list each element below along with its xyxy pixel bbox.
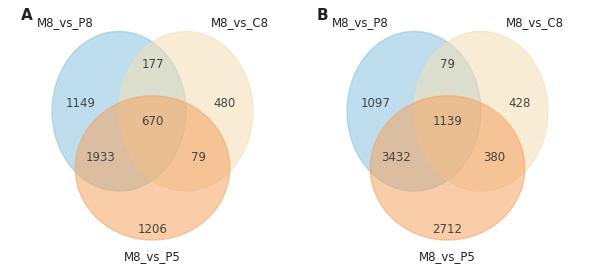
Ellipse shape	[414, 32, 548, 191]
Text: 79: 79	[440, 58, 455, 72]
Text: M8_vs_P5: M8_vs_P5	[419, 250, 476, 263]
Text: M8_vs_P5: M8_vs_P5	[124, 250, 181, 263]
Text: 3432: 3432	[381, 151, 411, 164]
Text: M8_vs_C8: M8_vs_C8	[211, 16, 268, 29]
Ellipse shape	[370, 96, 525, 240]
Text: 2712: 2712	[433, 223, 463, 236]
Text: 1149: 1149	[65, 97, 95, 110]
Text: M8_vs_P8: M8_vs_P8	[37, 16, 94, 29]
Text: M8_vs_P8: M8_vs_P8	[332, 16, 388, 29]
Ellipse shape	[347, 32, 481, 191]
Text: 1933: 1933	[86, 151, 116, 164]
Text: 480: 480	[214, 97, 236, 110]
Text: 428: 428	[508, 97, 531, 110]
Ellipse shape	[75, 96, 230, 240]
Text: 1139: 1139	[433, 115, 463, 128]
Text: 380: 380	[483, 151, 505, 164]
Text: M8_vs_C8: M8_vs_C8	[505, 16, 563, 29]
Text: 79: 79	[191, 151, 206, 164]
Text: B: B	[316, 8, 328, 23]
Text: 177: 177	[141, 58, 164, 72]
Text: 1097: 1097	[361, 97, 391, 110]
Ellipse shape	[52, 32, 186, 191]
Text: 670: 670	[142, 115, 164, 128]
Text: A: A	[21, 8, 33, 23]
Text: 1206: 1206	[137, 223, 167, 236]
Ellipse shape	[119, 32, 253, 191]
